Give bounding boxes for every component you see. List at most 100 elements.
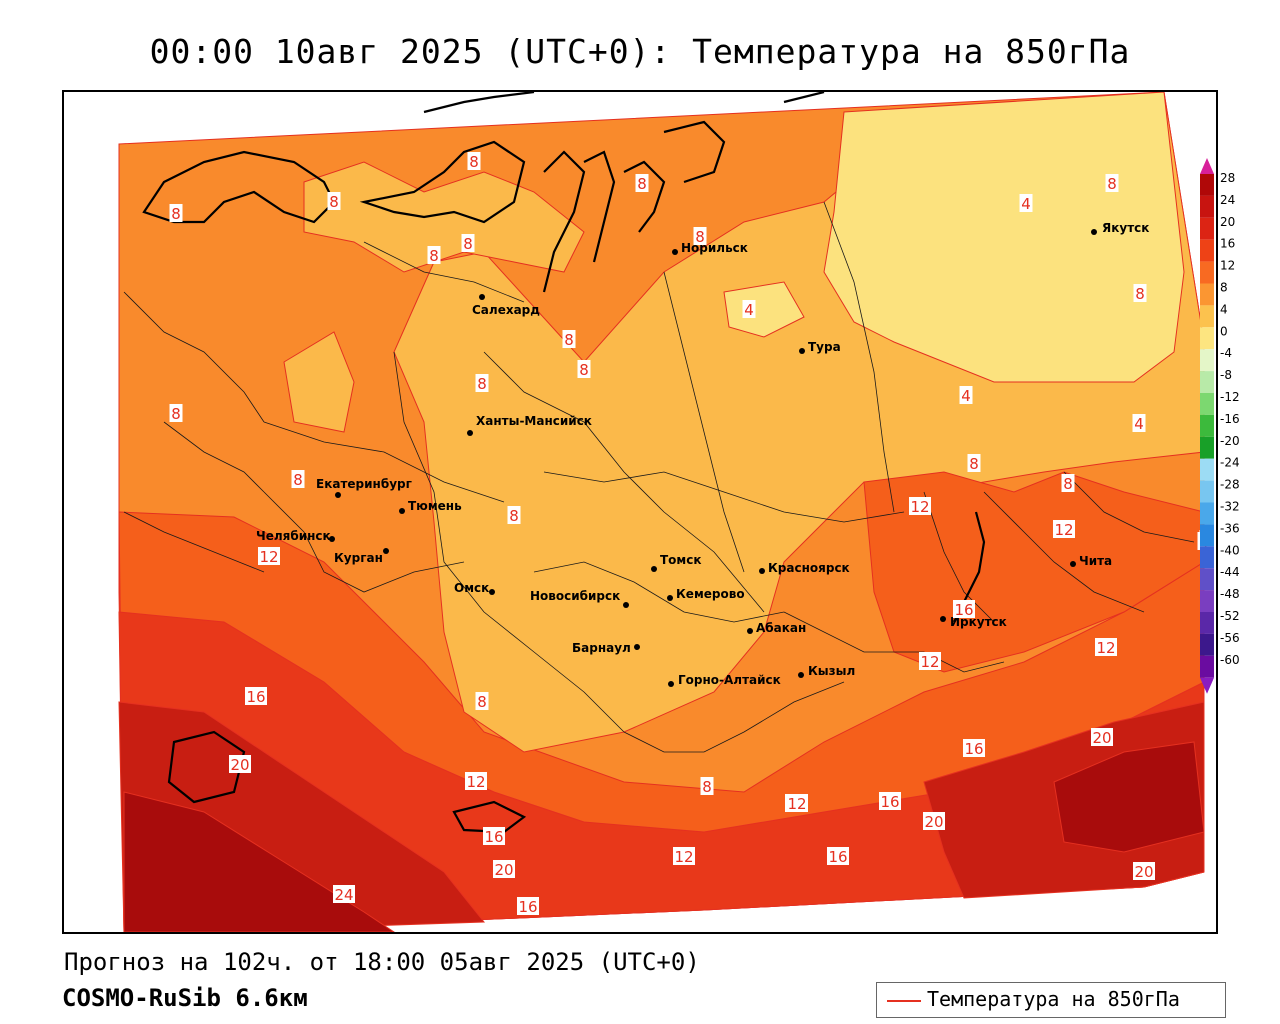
- colorbar-label: -56: [1220, 631, 1240, 645]
- city-marker: [634, 644, 640, 650]
- isotherm-label: 4: [1134, 415, 1144, 433]
- colorbar-label: 4: [1220, 302, 1228, 316]
- colorbar-label: 20: [1220, 215, 1235, 229]
- city-marker: [399, 508, 405, 514]
- isotherm-label-bg: [493, 860, 515, 878]
- colorbar-segment: [1200, 283, 1214, 306]
- isotherm-label-bg: [483, 827, 505, 845]
- colorbar-label: 8: [1220, 281, 1228, 295]
- colorbar-label: -4: [1220, 346, 1232, 360]
- isotherm-label: 8: [463, 235, 473, 253]
- isotherm-label-bg: [461, 234, 475, 252]
- isotherm-label-bg: [1061, 474, 1075, 492]
- zone-4-8-north: [303, 161, 585, 273]
- isotherm-label-bg: [1105, 174, 1119, 192]
- chart-title: 00:00 10авг 2025 (UTC+0): Температура на…: [149, 32, 1131, 71]
- isotherm-label-bg: [245, 687, 267, 705]
- city-label: Норильск: [681, 241, 748, 255]
- isotherm-label-bg: [467, 152, 481, 170]
- city-label: Ханты-Мансийск: [476, 414, 592, 428]
- colorbar-label: -60: [1220, 653, 1240, 667]
- colorbar-segment: [1200, 458, 1214, 481]
- isotherm-label-bg: [475, 374, 489, 392]
- city-marker: [329, 536, 335, 542]
- colorbar-label: -8: [1220, 368, 1232, 382]
- map-legend: Температура на 850гПа: [876, 982, 1226, 1018]
- city-marker: [335, 492, 341, 498]
- isotherm-label: 4: [961, 387, 971, 405]
- isotherm-label-bg: [827, 847, 849, 865]
- isotherm-label: 8: [477, 375, 487, 393]
- city-marker: [383, 548, 389, 554]
- colorbar-label: -40: [1220, 543, 1240, 557]
- colorbar-segment: [1200, 305, 1214, 328]
- city-label: Иркутск: [950, 615, 1007, 629]
- isotherm-label: 12: [1096, 639, 1115, 657]
- isotherm-label: 20: [494, 861, 513, 879]
- isotherm-label-bg: [786, 794, 808, 812]
- isotherm-label-bg: [673, 847, 695, 865]
- city-marker: [940, 616, 946, 622]
- isotherm-label: 12: [1054, 521, 1073, 539]
- city-marker: [489, 589, 495, 595]
- colorbar-segment: [1200, 655, 1214, 678]
- isotherm-label: 8: [637, 175, 647, 193]
- city-label: Омск: [454, 581, 489, 595]
- colorbar-segment: [1200, 524, 1214, 547]
- colorbar-label: -48: [1220, 587, 1240, 601]
- city-label: Томск: [660, 553, 702, 567]
- isotherm-label: 8: [1063, 475, 1073, 493]
- temperature-map[interactable]: Якутск Норильск Салехард Тура Ханты-Манс…: [62, 90, 1218, 934]
- colorbar-label: -52: [1220, 609, 1240, 623]
- isotherm-label: 8: [564, 331, 574, 349]
- city-label: Горно-Алтайск: [678, 673, 781, 687]
- isotherm-label: 12: [787, 795, 806, 813]
- isotherm-label-bg: [465, 772, 487, 790]
- isotherm-label: 16: [246, 688, 265, 706]
- city-label: Кемерово: [676, 587, 745, 601]
- isotherm-label-bg: [742, 300, 756, 318]
- colorbar-segment: [1200, 174, 1214, 196]
- colorbar-segment: [1200, 393, 1214, 415]
- city-label: Абакан: [756, 621, 806, 635]
- zone-24-28: [123, 791, 395, 932]
- isotherm-label-bg: [700, 777, 714, 795]
- isotherm-label: 8: [969, 455, 979, 473]
- coastline: [142, 92, 986, 834]
- isotherm-label: 12: [259, 548, 278, 566]
- isotherm-label-bg: [923, 812, 945, 830]
- isotherm-label: 8: [1107, 175, 1117, 193]
- isotherm-label: 8: [509, 507, 519, 525]
- colorbar-label: -32: [1220, 500, 1240, 514]
- colorbar-bottom-arrow: [1200, 677, 1214, 694]
- zone-0-4-small: [723, 281, 805, 338]
- isotherm-label: 12: [674, 848, 693, 866]
- colorbar-segment: [1200, 612, 1214, 634]
- colorbar-segment: [1200, 217, 1214, 240]
- isotherm-label-bg: [953, 600, 975, 618]
- isotherm-label-bg: [959, 386, 973, 404]
- isotherm-label: 8: [477, 693, 487, 711]
- isotherm-label: 8: [1135, 285, 1145, 303]
- colorbar-segment: [1200, 261, 1214, 284]
- isotherm-label-bg: [291, 470, 305, 488]
- colorbar-segment: [1200, 436, 1214, 459]
- isotherm-label: 16: [880, 793, 899, 811]
- colorbar-segment: [1200, 239, 1214, 262]
- isotherm-label-bg: [1091, 728, 1113, 746]
- city-label: Екатеринбург: [316, 477, 412, 491]
- isotherm-label: 20: [1092, 729, 1111, 747]
- city-label: Красноярск: [768, 561, 850, 575]
- colorbar-label: 12: [1220, 259, 1235, 273]
- colorbar-label: -12: [1220, 390, 1240, 404]
- isotherm-label: 16: [964, 740, 983, 758]
- isotherm-label-bg: [635, 174, 649, 192]
- city-label: Барнаул: [572, 641, 631, 655]
- colorbar-label: -44: [1220, 565, 1240, 579]
- city-label: Чита: [1079, 554, 1112, 568]
- isotherm-label-bg: [517, 897, 539, 915]
- isotherm-label-bg: [693, 227, 707, 245]
- colorbar-label: 28: [1220, 171, 1235, 185]
- zone-0-4: [823, 92, 1185, 383]
- isotherm-label: 8: [579, 361, 589, 379]
